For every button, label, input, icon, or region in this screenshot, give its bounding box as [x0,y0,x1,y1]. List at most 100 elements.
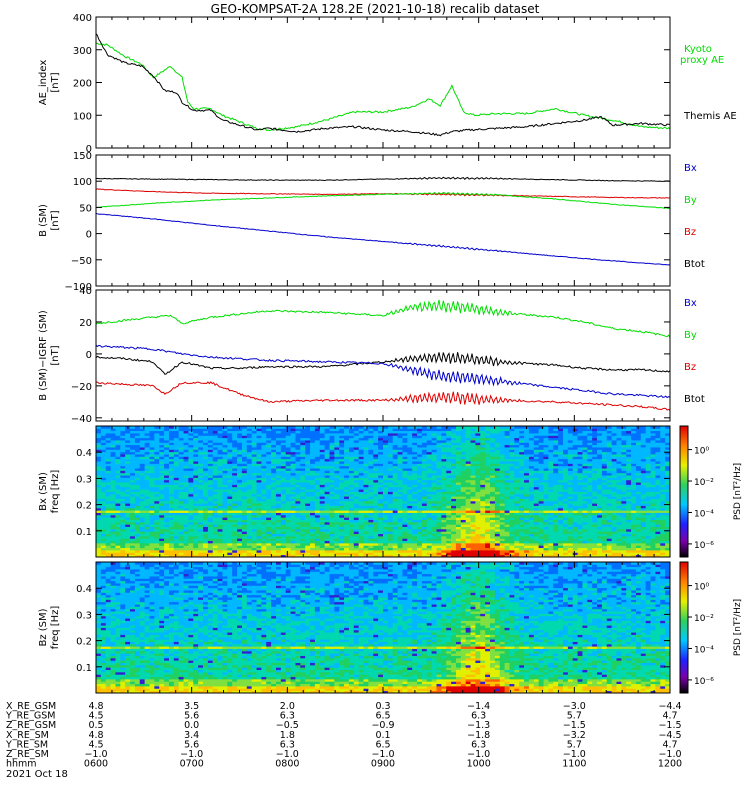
spectrogram-cell [145,482,150,485]
spectrogram-cell [300,508,305,511]
spectrogram-cell [441,508,446,511]
spectrogram-cell [495,480,500,483]
spectrogram-cell [261,550,266,553]
spectrogram-cell [242,484,247,487]
spectrogram-cell [354,520,359,523]
spectrogram-cell [252,534,257,537]
spectrogram-cell [208,459,213,462]
spectrogram-cell [188,456,193,459]
spectrogram-cell [227,445,232,448]
spectrogram-cell [203,513,208,516]
spectrogram-cell [247,466,252,469]
spectrogram-cell [471,527,476,530]
spectrogram-cell [334,459,339,462]
spectrogram-cell [471,442,476,445]
spectrogram-cell [295,496,300,499]
spectrogram-cell [480,431,485,434]
spectrogram-cell [218,494,223,497]
spectrogram-cell [218,489,223,492]
spectrogram-cell [402,468,407,471]
spectrogram-cell [451,442,456,445]
spectrogram-cell [184,508,189,511]
spectrogram-cell [271,538,276,541]
spectrogram-cell [451,473,456,476]
spectrogram-cell [422,515,427,518]
spectrogram-cell [101,517,106,520]
spectrogram-cell [320,517,325,520]
spectrogram-cell [334,508,339,511]
spectrogram-cell [276,517,281,520]
spectrogram-cell [286,536,291,539]
spectrogram-cell [432,463,437,466]
spectrogram-cell [252,470,257,473]
spectrogram-cell [388,475,393,478]
spectrogram-cell [271,524,276,527]
spectrogram-cell [271,473,276,476]
spectrogram-cell [242,468,247,471]
spectrogram-cell [461,543,466,546]
spectrogram-cell [417,543,422,546]
spectrogram-cell [325,552,330,555]
spectrogram-cell [378,463,383,466]
spectrogram-cell [295,506,300,509]
spectrogram-cell [169,538,174,541]
spectrogram-cell [475,550,480,553]
spectrogram-cell [159,468,164,471]
spectrogram-cell [188,454,193,457]
spectrogram-cell [495,527,500,530]
spectrogram-cell [412,506,417,509]
spectrogram-cell [261,445,266,448]
spectrogram-cell [461,456,466,459]
spectrogram-cell [188,527,193,530]
spectrogram-cell [188,482,193,485]
spectrogram-cell [111,452,116,455]
spectrogram-cell [237,468,242,471]
spectrogram-cell [247,470,252,473]
spectrogram-cell [154,524,159,527]
spectrogram-cell [412,449,417,452]
spectrogram-cell [378,435,383,438]
spectrogram-cell [310,499,315,502]
spectrogram-cell [295,459,300,462]
spectrogram-cell [213,513,218,516]
spectrogram-cell [252,548,257,551]
spectrogram-cell [466,438,471,441]
spectrogram-cell [174,524,179,527]
spectrogram-cell [154,480,159,483]
spectrogram-cell [218,431,223,434]
spectrogram-cell [286,545,291,548]
spectrogram-cell [222,522,227,525]
spectrogram-cell [398,492,403,495]
spectrogram-cell [393,517,398,520]
spectrogram-cell [422,510,427,513]
spectrogram-cell [466,513,471,516]
spectrogram-cell [227,454,232,457]
spectrogram-cell [373,517,378,520]
spectrogram-cell [354,529,359,532]
spectrogram-cell [373,510,378,513]
spectrogram-cell [237,484,242,487]
spectrogram-cell [174,442,179,445]
spectrogram-cell [432,480,437,483]
spectrogram-cell [456,456,461,459]
spectrogram-cell [334,543,339,546]
spectrogram-cell [364,543,369,546]
spectrogram-cell [373,548,378,551]
spectrogram-cell [120,536,125,539]
spectrogram-cell [359,529,364,532]
spectrogram-cell [213,517,218,520]
spectrogram-cell [305,496,310,499]
spectrogram-cell [388,536,393,539]
spectrogram-cell [490,438,495,441]
spectrogram-cell [373,496,378,499]
spectrogram-cell [393,482,398,485]
spectrogram-cell [320,438,325,441]
spectrogram-cell [208,510,213,513]
spectrogram-cell [106,510,111,513]
spectrogram-cell [232,449,237,452]
spectrogram-cell [359,499,364,502]
y-tick-label: −20 [71,382,92,393]
spectrogram-cell [198,475,203,478]
spectrogram-cell [140,522,145,525]
spectrogram-cell [402,552,407,555]
